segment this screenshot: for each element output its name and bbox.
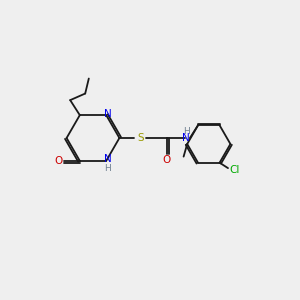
Text: N: N — [182, 133, 190, 143]
Text: Cl: Cl — [230, 165, 240, 175]
Text: N: N — [104, 109, 112, 118]
Text: O: O — [54, 156, 62, 166]
Text: H: H — [104, 164, 111, 173]
Text: H: H — [183, 127, 190, 136]
Text: O: O — [163, 154, 171, 165]
Text: N: N — [104, 154, 112, 164]
Text: S: S — [137, 133, 144, 143]
